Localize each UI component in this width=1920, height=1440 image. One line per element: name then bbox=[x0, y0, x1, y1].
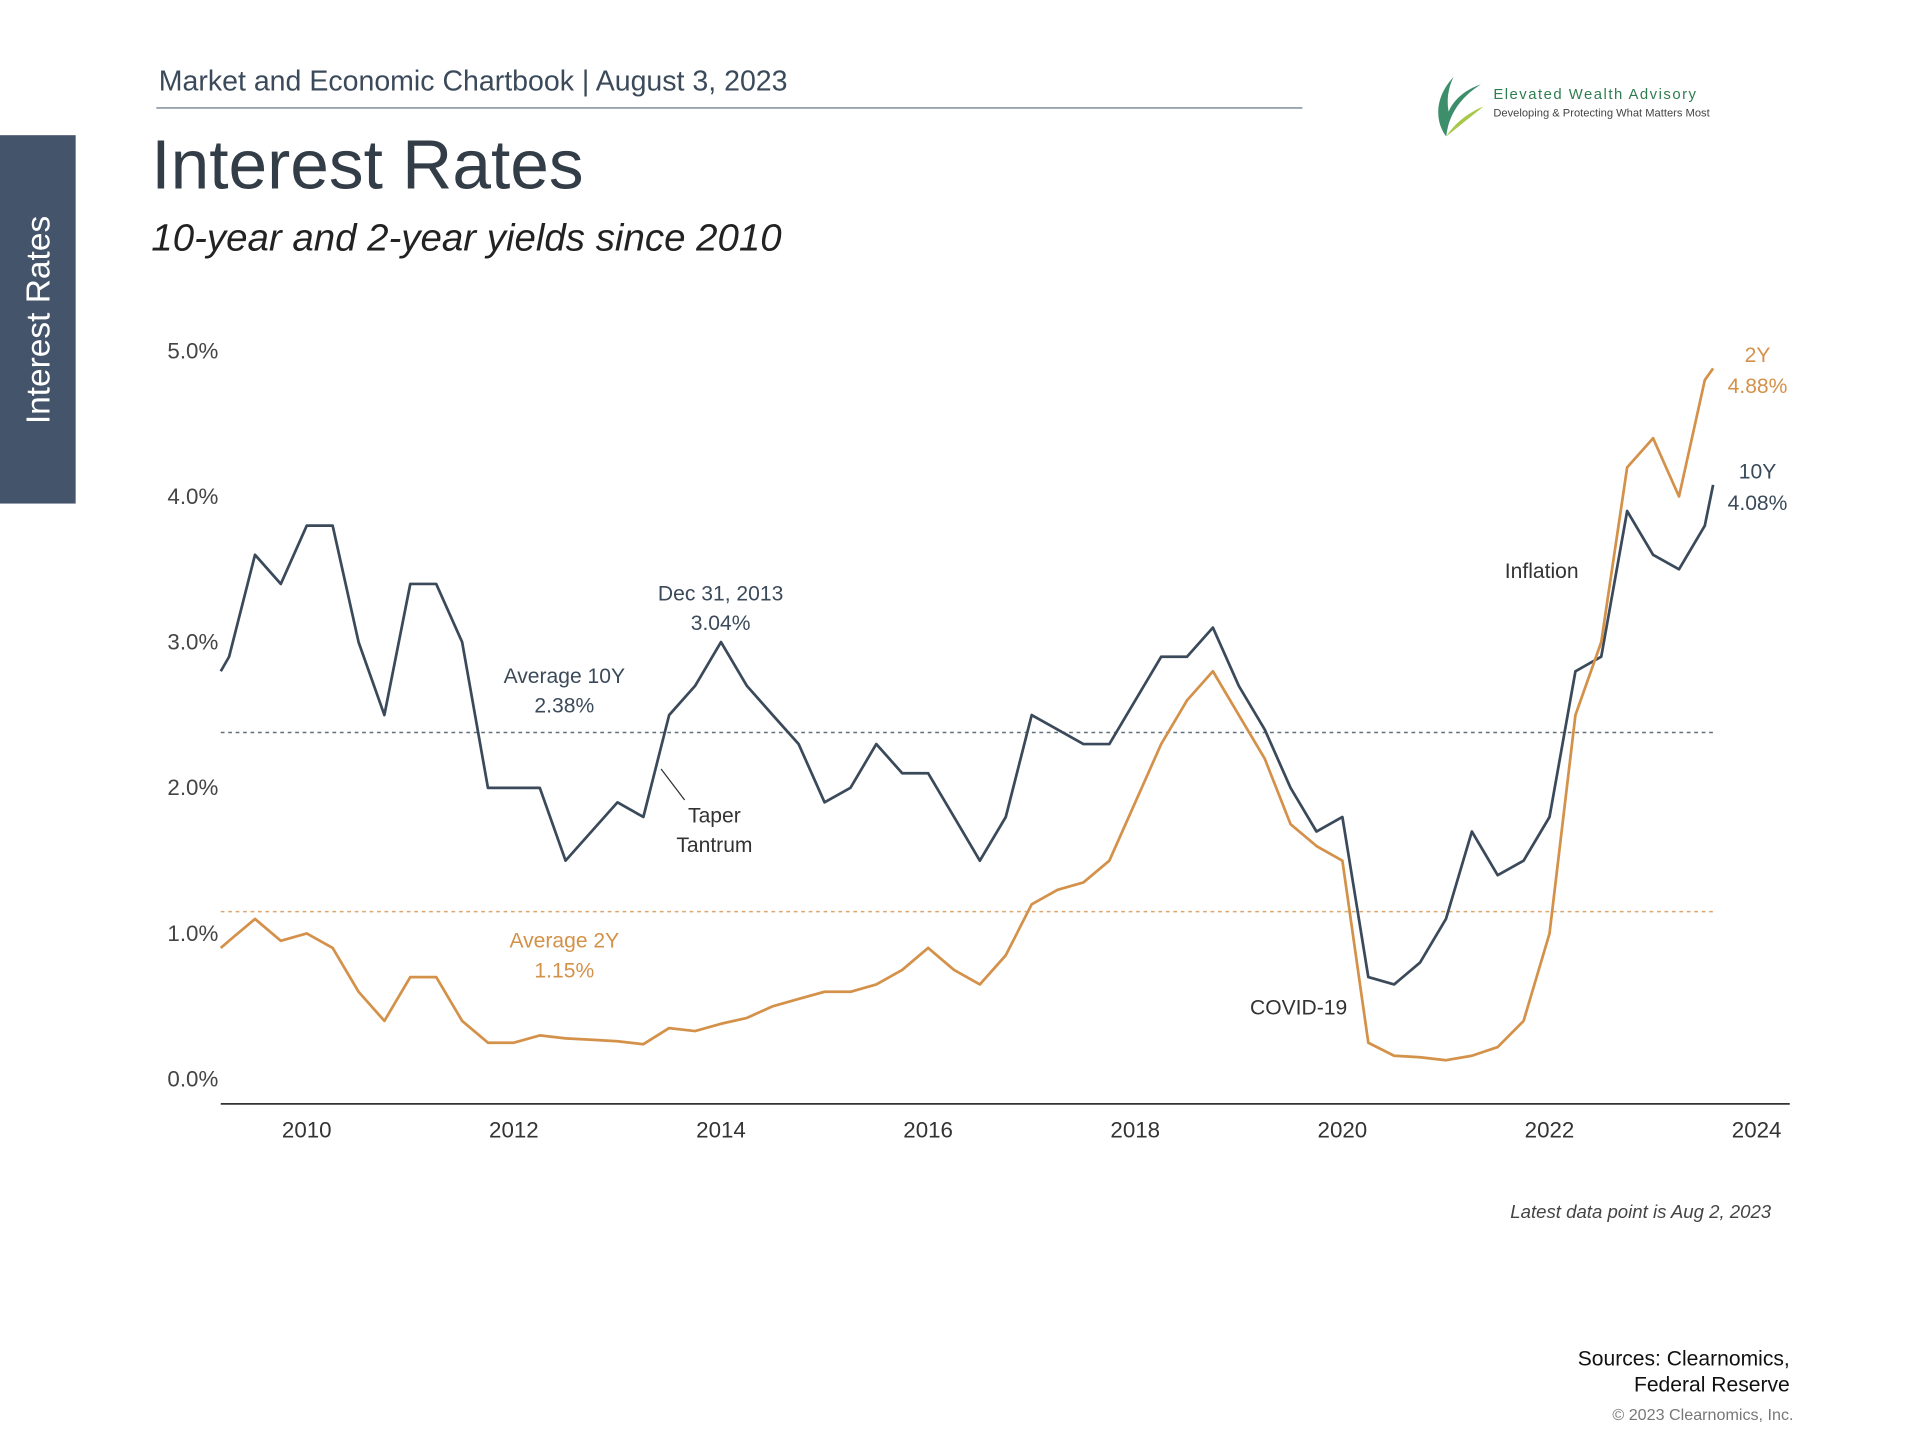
series-line bbox=[219, 484, 1715, 986]
plot: 0.0% 1.0% 2.0% 3.0% 4.0% 5.0% 2010 2012 2014 2016… bbox=[167, 338, 1790, 1142]
y-tick-label: 5.0% bbox=[167, 338, 218, 363]
x-tick-label: 2012 bbox=[489, 1117, 539, 1142]
y-tick-label: 1.0% bbox=[167, 921, 218, 946]
x-tick-label: 2016 bbox=[903, 1117, 953, 1142]
chart-subtitle: 10-year and 2-year yields since 2010 bbox=[151, 217, 782, 260]
side-tab-label: Interest Rates bbox=[21, 216, 58, 424]
brand-tagline: Developing & Protecting What Matters Mos… bbox=[1493, 108, 1710, 120]
x-tick-label: 2020 bbox=[1318, 1117, 1368, 1142]
leader-line bbox=[660, 768, 686, 801]
peak-label: Dec 31, 2013 bbox=[658, 582, 783, 605]
series-name: 10Y bbox=[1739, 461, 1777, 484]
brand-name: Elevated Wealth Advisory bbox=[1493, 87, 1697, 103]
y-tick-label: 2.0% bbox=[167, 775, 218, 800]
sources: Federal Reserve bbox=[1634, 1374, 1790, 1397]
annotation: Inflation bbox=[1505, 560, 1579, 583]
chart-title: Interest Rates bbox=[151, 126, 583, 204]
chartbook-header: Market and Economic Chartbook | August 3… bbox=[159, 66, 788, 98]
x-tick-label: 2014 bbox=[696, 1117, 746, 1142]
x-tick-label: 2010 bbox=[282, 1117, 332, 1142]
side-tab bbox=[0, 135, 76, 504]
y-tick-label: 4.0% bbox=[167, 484, 218, 509]
peak-value: 3.04% bbox=[691, 612, 751, 635]
y-tick-label: 0.0% bbox=[167, 1067, 218, 1092]
series-end-value: 4.08% bbox=[1728, 492, 1788, 515]
logo bbox=[1438, 76, 1484, 137]
average-value: 2.38% bbox=[534, 695, 594, 718]
average-value: 1.15% bbox=[534, 959, 594, 982]
y-tick-label: 3.0% bbox=[167, 630, 218, 655]
series-end-value: 4.88% bbox=[1728, 375, 1788, 398]
average-label: Average 10Y bbox=[504, 665, 626, 688]
x-tick-label: 2022 bbox=[1525, 1117, 1575, 1142]
series-name: 2Y bbox=[1745, 344, 1771, 367]
x-tick-label: 2024 bbox=[1732, 1117, 1782, 1142]
chart-note: Latest data point is Aug 2, 2023 bbox=[1510, 1201, 1772, 1222]
series-line bbox=[219, 367, 1715, 1062]
x-tick-label: 2018 bbox=[1110, 1117, 1160, 1142]
copyright: © 2023 Clearnomics, Inc. bbox=[1612, 1406, 1793, 1424]
average-label: Average 2Y bbox=[509, 930, 619, 953]
sources: Sources: Clearnomics, bbox=[1578, 1348, 1790, 1371]
annotation: Taper bbox=[688, 804, 741, 827]
annotation: Tantrum bbox=[676, 834, 752, 857]
annotation: COVID-19 bbox=[1250, 997, 1347, 1020]
